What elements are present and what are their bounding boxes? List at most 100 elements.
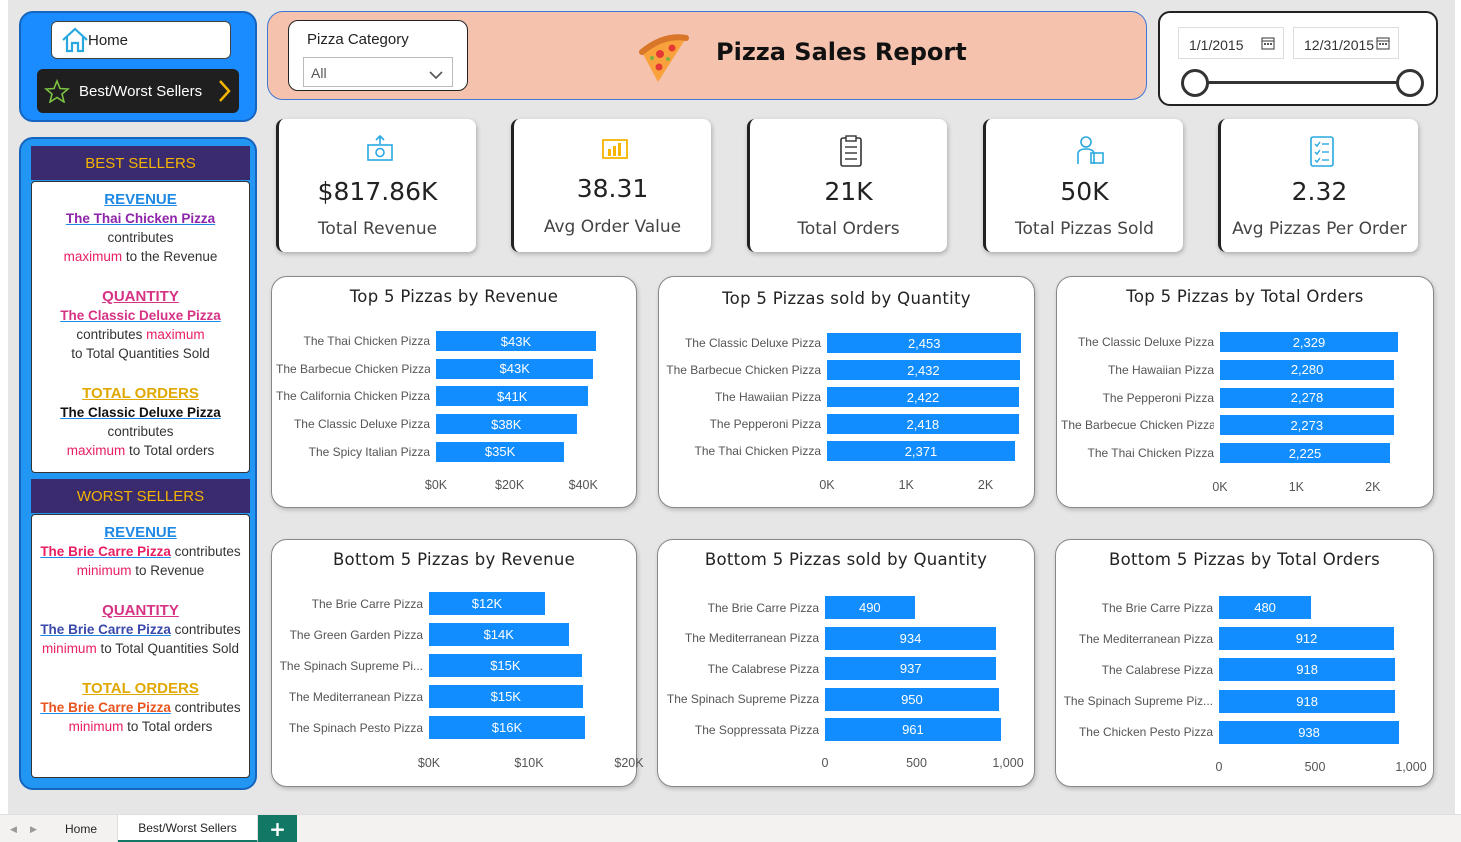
- bar-data-label: $15K: [490, 689, 521, 704]
- worst-orders-section: TOTAL ORDERS The Brie Carre Pizza contri…: [32, 680, 249, 736]
- bar[interactable]: [1219, 720, 1400, 744]
- bar[interactable]: [825, 596, 915, 619]
- clipboard-icon: [836, 134, 866, 172]
- bar[interactable]: [827, 414, 1019, 435]
- best-sellers-card: REVENUE The Thai Chicken Pizza contribut…: [31, 181, 250, 473]
- worst-orders-tail: to Total orders: [123, 719, 213, 734]
- date-slider-track[interactable]: [1195, 81, 1410, 84]
- chevron-down-icon: [428, 66, 444, 85]
- category-label: The Brie Carre Pizza: [311, 596, 423, 611]
- bar-data-label: 2,280: [1290, 362, 1324, 378]
- tab-best-worst-sellers[interactable]: Best/Worst Sellers: [118, 815, 258, 842]
- bar-data-label: $41K: [497, 388, 528, 404]
- axis-tick-label: 500: [1304, 760, 1326, 774]
- kpi-label: Total Revenue: [317, 219, 438, 239]
- bar[interactable]: [1220, 443, 1390, 464]
- category-label: The Brie Carre Pizza: [1101, 600, 1213, 615]
- bar-data-label: 938: [1298, 724, 1320, 740]
- category-label: The Mediterranean Pizza: [288, 689, 423, 704]
- axis-tick-label: $20K: [614, 756, 644, 770]
- worst-sellers-header: WORST SELLERS: [31, 479, 250, 513]
- next-page-icon[interactable]: ▶: [30, 825, 37, 835]
- bar-data-label: $43K: [499, 361, 530, 377]
- bar[interactable]: [1220, 415, 1394, 436]
- bar[interactable]: [436, 331, 596, 351]
- category-label: The Spinach Pesto Pizza: [288, 720, 423, 735]
- chevron-right-icon: [217, 79, 231, 107]
- bar-data-label: 480: [1254, 600, 1276, 615]
- best-revenue-max: maximum: [63, 249, 123, 264]
- date-slider-start-handle[interactable]: [1181, 69, 1209, 97]
- bar[interactable]: [825, 626, 996, 650]
- category-label: The Classic Deluxe Pizza: [684, 336, 821, 350]
- bar[interactable]: [429, 716, 585, 739]
- bar[interactable]: [1220, 359, 1395, 380]
- category-label: The Brie Carre Pizza: [707, 600, 819, 615]
- kpi-label: Avg Order Value: [543, 217, 682, 237]
- bar[interactable]: [827, 441, 1015, 462]
- chart-title: Top 5 Pizzas sold by Quantity: [722, 289, 971, 308]
- axis-tick-label: $0K: [424, 478, 448, 492]
- add-page-button[interactable]: +: [258, 815, 297, 842]
- bar-data-label: 2,278: [1290, 390, 1324, 406]
- bar[interactable]: [436, 441, 565, 462]
- bar[interactable]: [827, 333, 1022, 353]
- bar[interactable]: [1219, 689, 1396, 713]
- bar[interactable]: [825, 687, 999, 711]
- axis-tick-label: $10K: [514, 756, 544, 770]
- tab-home[interactable]: Home: [45, 815, 118, 842]
- bar[interactable]: [827, 360, 1020, 381]
- bar[interactable]: [429, 654, 582, 677]
- axis-tick-label: 0: [1215, 760, 1223, 774]
- start-date-input[interactable]: 1/1/2015: [1178, 27, 1284, 59]
- bar[interactable]: [436, 414, 577, 435]
- bar-data-label: 2,418: [906, 416, 940, 432]
- best-quantity-pizza: The Classic Deluxe Pizza: [60, 308, 221, 323]
- bar[interactable]: [429, 592, 545, 615]
- best-orders-max: maximum: [66, 443, 126, 458]
- best-quantity-max: maximum: [146, 327, 205, 342]
- end-date-value: 12/31/2015: [1304, 37, 1375, 53]
- prev-page-icon[interactable]: ◀: [10, 825, 17, 835]
- best-quantity-section: QUANTITY The Classic Deluxe Pizza contri…: [32, 288, 249, 363]
- bar[interactable]: [1220, 387, 1395, 408]
- best-worst-sellers-button[interactable]: Best/Worst Sellers: [37, 69, 239, 113]
- worst-revenue-min: minimum: [76, 563, 132, 578]
- bar-data-label: 918: [1296, 693, 1318, 709]
- home-button[interactable]: Home: [51, 21, 231, 59]
- category-label: The Pepperoni Pizza: [709, 417, 821, 432]
- end-date-input[interactable]: 12/31/2015: [1293, 27, 1399, 59]
- axis-tick-label: 0K: [819, 478, 835, 492]
- bar[interactable]: [429, 685, 583, 708]
- bar-data-label: 2,273: [1290, 417, 1324, 433]
- bar-data-label: $12K: [471, 596, 503, 611]
- chart-title: Top 5 Pizzas by Total Orders: [1126, 287, 1364, 306]
- chart-top5-quantity: Top 5 Pizzas sold by Quantity The Classi…: [658, 276, 1035, 508]
- category-label: The Barbecue Chicken Pizza: [276, 361, 430, 376]
- bar[interactable]: [1219, 658, 1396, 682]
- kpi-label: Total Pizzas Sold: [1015, 219, 1154, 239]
- best-sellers-header: BEST SELLERS: [31, 146, 250, 180]
- chart-title: Top 5 Pizzas by Revenue: [349, 287, 559, 306]
- kpi-value: 50K: [1060, 177, 1109, 206]
- pizza-category-dropdown[interactable]: All: [303, 57, 453, 87]
- bar[interactable]: [827, 387, 1019, 408]
- bar[interactable]: [825, 718, 1001, 742]
- category-label: The Spinach Supreme Piz...: [1063, 694, 1213, 709]
- bar[interactable]: [429, 623, 569, 646]
- pizza-category-value: All: [311, 65, 327, 81]
- worst-revenue-heading: REVENUE: [104, 524, 177, 541]
- bar[interactable]: [1219, 596, 1312, 619]
- pizza-category-slicer: Pizza Category All: [288, 20, 468, 91]
- axis-tick-label: 1,000: [992, 756, 1024, 770]
- bar[interactable]: [825, 657, 997, 681]
- bar[interactable]: [1220, 332, 1398, 352]
- bar[interactable]: [1219, 627, 1395, 651]
- date-slider-end-handle[interactable]: [1396, 69, 1424, 97]
- category-label: The Thai Chicken Pizza: [1087, 446, 1214, 461]
- kpi-card-total-orders: 21K Total Orders: [747, 119, 947, 252]
- axis-tick-label: 2K: [1365, 480, 1381, 494]
- worst-orders-heading: TOTAL ORDERS: [82, 680, 199, 697]
- bar[interactable]: [436, 358, 594, 379]
- bar[interactable]: [436, 386, 589, 407]
